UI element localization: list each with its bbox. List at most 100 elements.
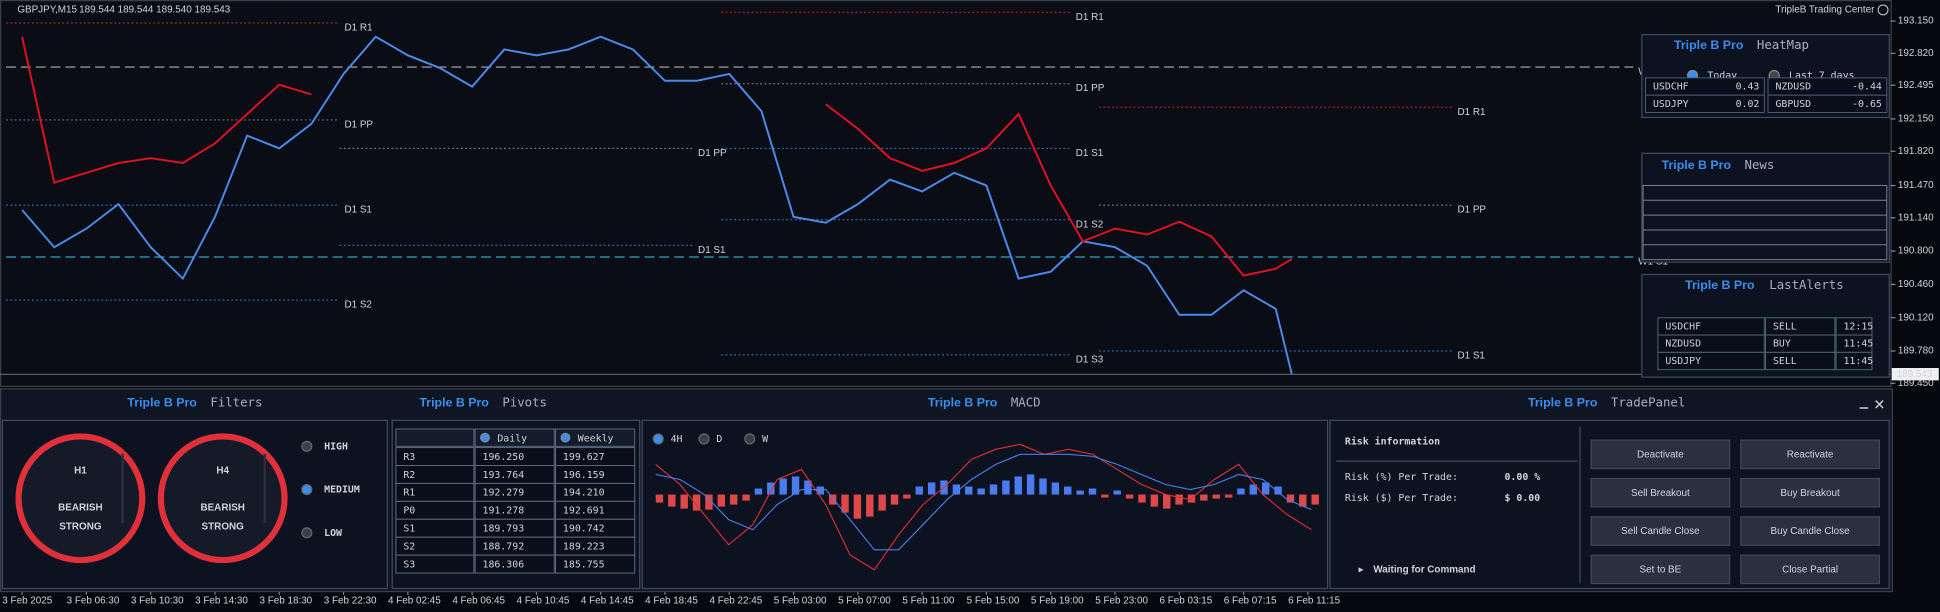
quote: 189.544 189.544 189.540 189.543: [79, 5, 231, 16]
heatmap-pair: NZDUSD: [1775, 82, 1811, 93]
macd-bar: [680, 494, 688, 509]
radio-button[interactable]: [652, 433, 664, 445]
macd-bar: [791, 476, 800, 495]
pivot-value: S2: [403, 541, 415, 552]
radio-button[interactable]: [301, 484, 313, 496]
y-tick-label: 191.140: [1898, 212, 1934, 223]
x-tick-label: 5 Feb 03:00: [774, 595, 827, 606]
macd-bar: [668, 494, 676, 507]
panel-brand: Triple B Pro: [928, 395, 998, 409]
alert-pair: USDCHF: [1665, 321, 1701, 332]
price-chart: 193.150 192.820 192.495 192.150 191.820 191.4…: [0, 11, 1939, 606]
macd-macd-line: [655, 443, 1312, 571]
radio-button[interactable]: [301, 440, 313, 452]
panel-title: News: [1745, 158, 1775, 172]
macd-bar: [1299, 494, 1307, 507]
macd-bar: [927, 482, 936, 495]
macd-bar: [1274, 486, 1282, 495]
pivot-label: D1 S2: [344, 300, 371, 311]
news-table: [1642, 184, 1888, 261]
macd-bar: [1039, 478, 1047, 495]
alert-time: 12:15: [1843, 321, 1873, 332]
radio-button[interactable]: [698, 433, 710, 445]
macd-bar: [1101, 494, 1109, 498]
alert-pair: NZDUSD: [1665, 339, 1701, 350]
macd-bar: [692, 494, 701, 511]
pivot-header-cell: [474, 428, 555, 447]
pivot-header-cell: [395, 428, 475, 447]
pivot-cell: [395, 554, 475, 574]
pivot-value: S3: [403, 559, 415, 570]
button[interactable]: [1740, 439, 1880, 470]
pivot-value: 186.306: [483, 559, 525, 570]
panel-title: MACD: [1011, 396, 1041, 410]
macd-bar: [1249, 484, 1258, 495]
radio-button[interactable]: [560, 432, 571, 443]
alert-action: SELL: [1773, 356, 1797, 367]
button[interactable]: [1740, 554, 1880, 585]
y-tick-label: 189.450: [1898, 378, 1934, 389]
button-label: Set to BE: [1640, 565, 1682, 576]
pivot-cell: [474, 554, 555, 574]
x-tick-label: 5 Feb 07:00: [838, 595, 891, 606]
heatmap-pair: GBPUSD: [1775, 99, 1811, 110]
macd-bar: [903, 494, 911, 499]
x-tick-label: 5 Feb 15:00: [967, 595, 1020, 606]
button-label: Deactivate: [1637, 450, 1684, 461]
gauge-ring: [15, 433, 146, 564]
macd-section: [641, 419, 1329, 590]
timeframe-label: W: [762, 434, 768, 445]
risk-label: Risk ($) Per Trade:: [1345, 493, 1458, 504]
gauge-status: BEARISH: [58, 503, 102, 514]
pivot-value: 199.627: [563, 452, 605, 463]
pivot-value: 188.792: [483, 541, 525, 552]
pivot-label: D1 R1: [1457, 107, 1486, 118]
news-list: [1642, 184, 1888, 261]
panel-title: HeatMap: [1757, 38, 1809, 52]
pivot-label: D1 S1: [1076, 148, 1104, 159]
x-tick-label: 5 Feb 19:00: [1031, 595, 1084, 606]
macd-bar: [878, 494, 886, 511]
y-tick-label: 191.470: [1898, 180, 1934, 191]
radio-button[interactable]: [744, 433, 756, 445]
macd-bar: [965, 486, 973, 495]
close-button[interactable]: [1875, 400, 1884, 409]
panel-title: LastAlerts: [1769, 278, 1843, 292]
alert-cell: [1657, 351, 1765, 371]
macd-bar: [1261, 482, 1270, 495]
pivot-label: D1 PP: [1076, 83, 1105, 94]
macd-bar: [1138, 494, 1146, 503]
heatmap-cell: [1767, 94, 1888, 114]
macd-bar: [1113, 490, 1121, 495]
pivot-value: R1: [403, 488, 415, 499]
panel-brand: Triple B Pro: [1685, 278, 1755, 292]
macd-bar: [1076, 490, 1084, 495]
button[interactable]: [1740, 477, 1880, 508]
pivot-value: 192.691: [563, 506, 605, 517]
current-price-label: 189.543: [1897, 369, 1933, 380]
panel-brand: Triple B Pro: [1674, 38, 1744, 52]
macd-bar: [890, 494, 899, 505]
macd-bar: [866, 494, 874, 517]
button-label: Buy Breakout: [1780, 488, 1840, 499]
gauge-status: BEARISH: [200, 503, 244, 514]
panel-title: Pivots: [502, 396, 547, 410]
button[interactable]: [1590, 477, 1731, 508]
macd-bar: [1200, 494, 1208, 501]
button[interactable]: [1590, 554, 1731, 585]
alert-pair: USDJPY: [1665, 356, 1701, 367]
alert-action: SELL: [1773, 321, 1797, 332]
button[interactable]: [1590, 439, 1731, 470]
radio-button[interactable]: [301, 527, 313, 539]
radio-button[interactable]: [480, 432, 490, 443]
button[interactable]: [1740, 516, 1880, 546]
panel-brand: Triple B Pro: [1662, 158, 1732, 172]
pivot-value: 189.793: [483, 524, 525, 535]
pivot-label: D1 PP: [698, 148, 727, 159]
radio-label: Last 7 days: [1789, 70, 1854, 81]
x-tick-label: 6 Feb 03:15: [1160, 595, 1213, 606]
button[interactable]: [1590, 516, 1731, 546]
y-tick-label: 191.820: [1898, 146, 1934, 157]
panel-title: TradePanel: [1611, 396, 1685, 410]
pivot-header-cell: [555, 428, 636, 447]
